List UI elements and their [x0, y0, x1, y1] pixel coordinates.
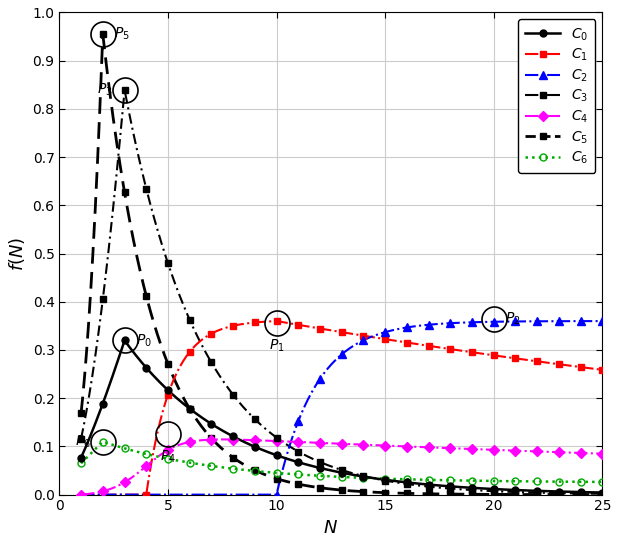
Text: $P_3$: $P_3$ [97, 82, 113, 98]
Text: $P_5$: $P_5$ [114, 26, 130, 42]
Text: $P_0$: $P_0$ [136, 332, 152, 349]
Text: $P_4$: $P_4$ [160, 448, 176, 465]
Legend: $C_0$, $C_1$, $C_2$, $C_3$, $C_4$, $C_5$, $C_6$: $C_0$, $C_1$, $C_2$, $C_3$, $C_4$, $C_5$… [519, 20, 595, 173]
Y-axis label: $f(N)$: $f(N)$ [7, 237, 27, 271]
Text: $P_6$: $P_6$ [75, 434, 91, 450]
X-axis label: $N$: $N$ [323, 519, 338, 537]
Text: $P_1$: $P_1$ [269, 337, 284, 354]
Text: $P_2$: $P_2$ [506, 311, 521, 327]
